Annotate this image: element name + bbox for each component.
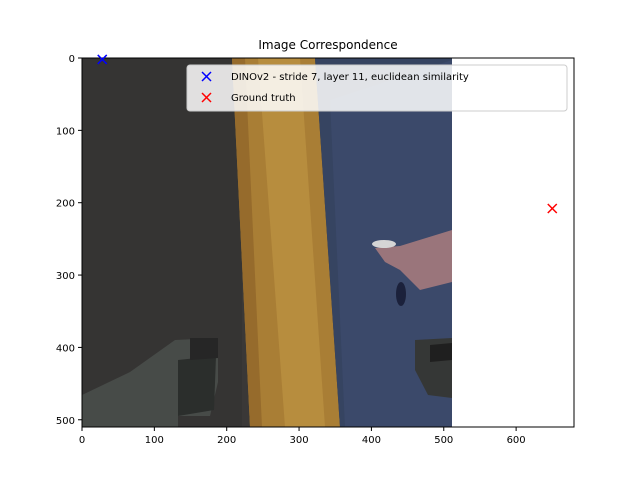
legend-marker-dinov2	[201, 71, 212, 82]
y-tick-label: 0	[69, 54, 75, 65]
legend: DINOv2 - stride 7, layer 11, euclidean s…	[186, 64, 568, 112]
legend-box	[186, 64, 568, 112]
x-axis: 0 100 200 300 400 500 600	[79, 427, 526, 446]
y-tick-label: 400	[56, 343, 75, 354]
x-tick-label: 100	[145, 435, 164, 446]
legend-marker-ground-truth	[201, 92, 212, 103]
y-axis: 0 100 200 300 400 500	[56, 54, 82, 427]
background-image	[82, 58, 452, 427]
y-tick-label: 200	[56, 199, 75, 210]
x-tick-label: 300	[290, 435, 309, 446]
x-tick-label: 500	[434, 435, 453, 446]
legend-label-dinov2: DINOv2 - stride 7, layer 11, euclidean s…	[231, 72, 469, 83]
data-point-prediction	[97, 54, 108, 65]
x-tick-label: 400	[362, 435, 381, 446]
legend-label-ground-truth: Ground truth	[231, 93, 296, 104]
x-tick-label: 0	[79, 435, 85, 446]
y-tick-label: 500	[56, 416, 75, 427]
chart-title: Image Correspondence	[258, 38, 397, 52]
y-tick-label: 300	[56, 271, 75, 282]
x-tick-label: 600	[507, 435, 526, 446]
x-tick-label: 200	[217, 435, 236, 446]
y-tick-label: 100	[56, 126, 75, 137]
data-points	[97, 54, 558, 214]
data-point-ground-truth	[547, 203, 558, 214]
axes-frame	[81, 57, 575, 428]
